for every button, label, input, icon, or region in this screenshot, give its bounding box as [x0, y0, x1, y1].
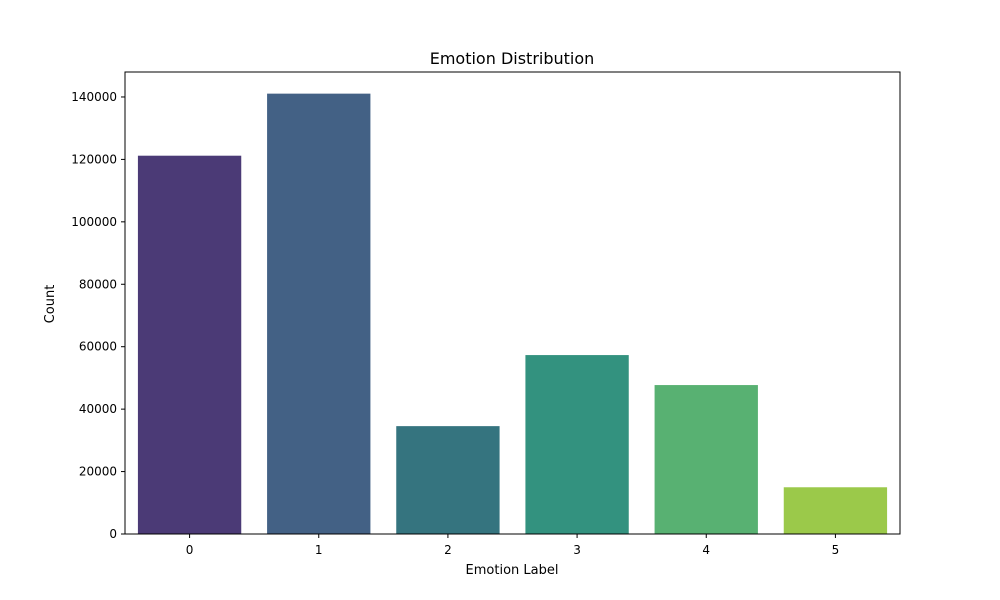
plot-area: 020000400006000080000100000120000140000 … [71, 71, 901, 557]
x-axis-label: Emotion Label [466, 563, 559, 578]
y-tick-label: 80000 [79, 277, 117, 291]
x-tick-label: 3 [573, 543, 581, 557]
bar-1 [267, 93, 371, 534]
bar-4 [654, 385, 758, 534]
x-tick-label: 4 [702, 543, 710, 557]
bars [137, 93, 888, 534]
y-tick-label: 100000 [71, 215, 117, 229]
y-tick-label: 140000 [71, 90, 117, 104]
x-tick-label: 0 [186, 543, 194, 557]
bar-3 [525, 355, 629, 534]
y-tick-label: 60000 [79, 340, 117, 354]
bar-5 [783, 487, 888, 534]
y-axis-label: Count [43, 285, 58, 324]
y-axis-ticks: 0 20000 40000 60000 80000 100000 120000 140000 [71, 90, 125, 541]
x-axis-ticks: 0 1 2 3 4 5 [186, 534, 839, 557]
y-tick-label: 0 [109, 527, 117, 541]
x-tick-label: 1 [315, 543, 323, 557]
y-tick-label: 40000 [79, 402, 117, 416]
bar-0 [137, 155, 242, 534]
y-tick-label: 20000 [79, 465, 117, 479]
bar-2 [396, 426, 500, 534]
x-tick-label: 2 [444, 543, 452, 557]
y-tick-label: 120000 [71, 152, 117, 166]
chart-title: Emotion Distribution [430, 49, 595, 68]
x-tick-label: 5 [832, 543, 840, 557]
plot-frame [124, 71, 901, 535]
